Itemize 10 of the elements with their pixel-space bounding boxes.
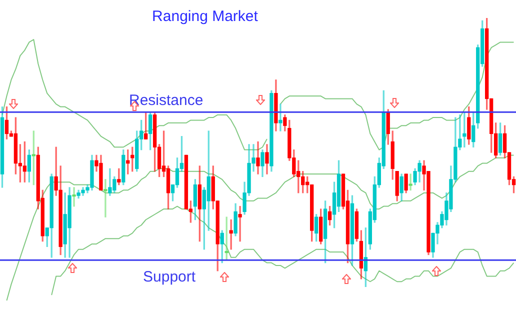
candlestick bbox=[408, 174, 412, 190]
candlestick bbox=[104, 179, 108, 218]
chart-title: Ranging Market bbox=[151, 8, 259, 25]
candlestick bbox=[72, 187, 76, 207]
candlestick bbox=[238, 206, 242, 242]
candlestick bbox=[229, 219, 233, 250]
ref-line-label: Resistance bbox=[129, 92, 204, 109]
candlestick bbox=[108, 168, 112, 196]
ref-line-label: Support bbox=[143, 268, 196, 286]
candlestick bbox=[278, 104, 282, 132]
